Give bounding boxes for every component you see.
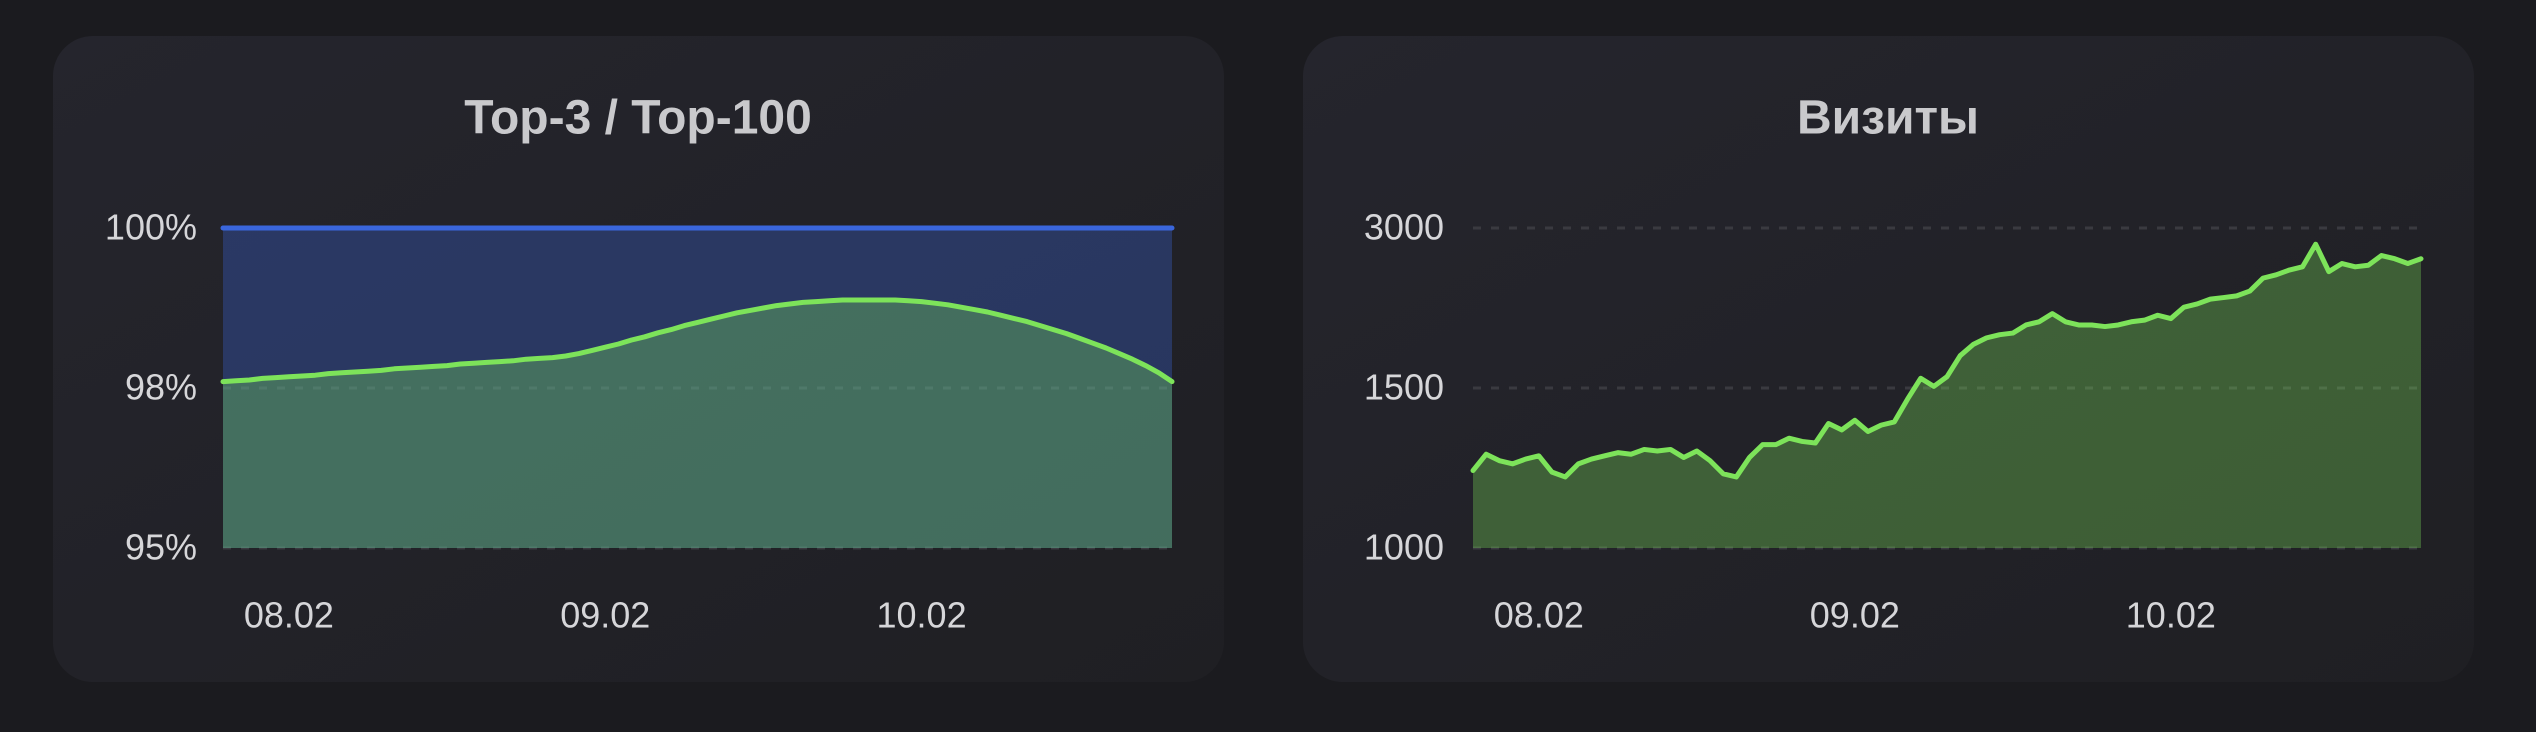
- x-tick-label: 09.02: [1810, 595, 1900, 636]
- line: [1470, 241, 2424, 480]
- y-tick-label: 100%: [105, 207, 197, 248]
- x-tick-label: 08.02: [1494, 595, 1584, 636]
- chart-title: Top-3 / Top-100: [464, 92, 812, 145]
- x-tick-label: 10.02: [2126, 595, 2216, 636]
- area-fill: [223, 300, 1172, 548]
- panel: [1303, 36, 2474, 682]
- x-tick-label: 10.02: [877, 595, 967, 636]
- area-fill: [223, 228, 1172, 548]
- x-tick-label: 09.02: [560, 595, 650, 636]
- y-tick-label: 1500: [1364, 367, 1444, 408]
- y-tick-label: 95%: [125, 527, 197, 568]
- y-tick-label: 98%: [125, 367, 197, 408]
- panel: [53, 36, 1224, 682]
- chart-title: Визиты: [1797, 92, 1979, 145]
- x-tick-label: 08.02: [244, 595, 334, 636]
- line: [220, 297, 1175, 385]
- y-tick-label: 3000: [1364, 207, 1444, 248]
- y-tick-label: 1000: [1364, 527, 1444, 568]
- area-fill: [1473, 244, 2421, 548]
